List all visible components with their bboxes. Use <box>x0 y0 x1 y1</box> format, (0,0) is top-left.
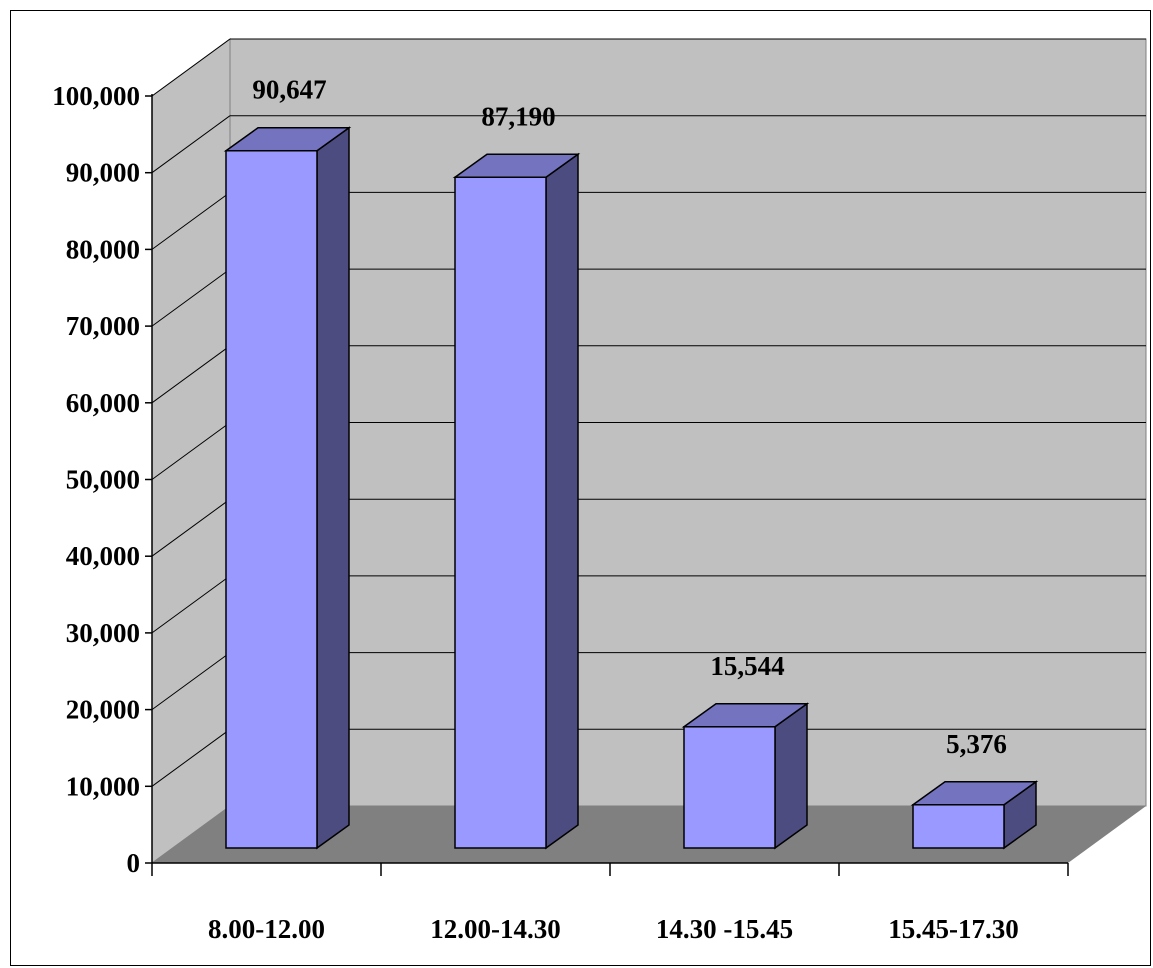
y-tick-label: 70,000 <box>66 311 140 341</box>
y-tick-label: 80,000 <box>66 234 140 264</box>
bar-4 <box>910 780 1039 850</box>
y-tick-label: 60,000 <box>66 388 140 418</box>
y-tick-label: 100,000 <box>52 81 140 111</box>
bar-1 <box>223 126 352 850</box>
gridline-side <box>151 268 231 327</box>
data-label: 5,376 <box>946 729 1007 759</box>
bar-side-face <box>316 126 350 850</box>
gridline-side <box>151 422 231 480</box>
y-tick-label: 0 <box>127 848 141 878</box>
gridline-side <box>151 575 231 634</box>
x-category-label: 8.00-12.00 <box>208 914 325 944</box>
bar-3 <box>681 702 810 850</box>
y-tick-label: 20,000 <box>66 695 140 725</box>
bar-front-face <box>912 804 1005 849</box>
bar-side-face <box>774 702 808 850</box>
gridline-side <box>151 38 231 97</box>
bar-side-face <box>545 152 579 850</box>
y-tick-label: 40,000 <box>66 541 140 571</box>
y-tick-label: 10,000 <box>66 771 140 801</box>
gridline-side <box>151 728 231 787</box>
x-category-label: 15.45-17.30 <box>888 914 1019 944</box>
bar-front-face <box>225 149 318 849</box>
bar-front-face <box>683 726 776 849</box>
data-label: 90,647 <box>252 75 326 105</box>
gridline-side <box>151 652 231 711</box>
data-label: 15,544 <box>710 651 784 681</box>
gridline-side <box>151 498 231 557</box>
floor <box>152 806 1146 863</box>
y-tick-label: 30,000 <box>66 618 140 648</box>
bar-2 <box>452 152 581 850</box>
data-label: 87,190 <box>481 101 555 131</box>
bar-front-face <box>454 176 547 849</box>
x-category-label: 12.00-14.30 <box>430 914 561 944</box>
y-tick-label: 50,000 <box>66 465 140 495</box>
gridline-side <box>151 345 231 404</box>
y-tick-label: 90,000 <box>66 158 140 188</box>
gridline-side <box>151 115 231 174</box>
x-category-label: 14.30 -15.45 <box>656 914 793 944</box>
chart-frame <box>10 10 1151 966</box>
gridline-side <box>151 191 231 250</box>
